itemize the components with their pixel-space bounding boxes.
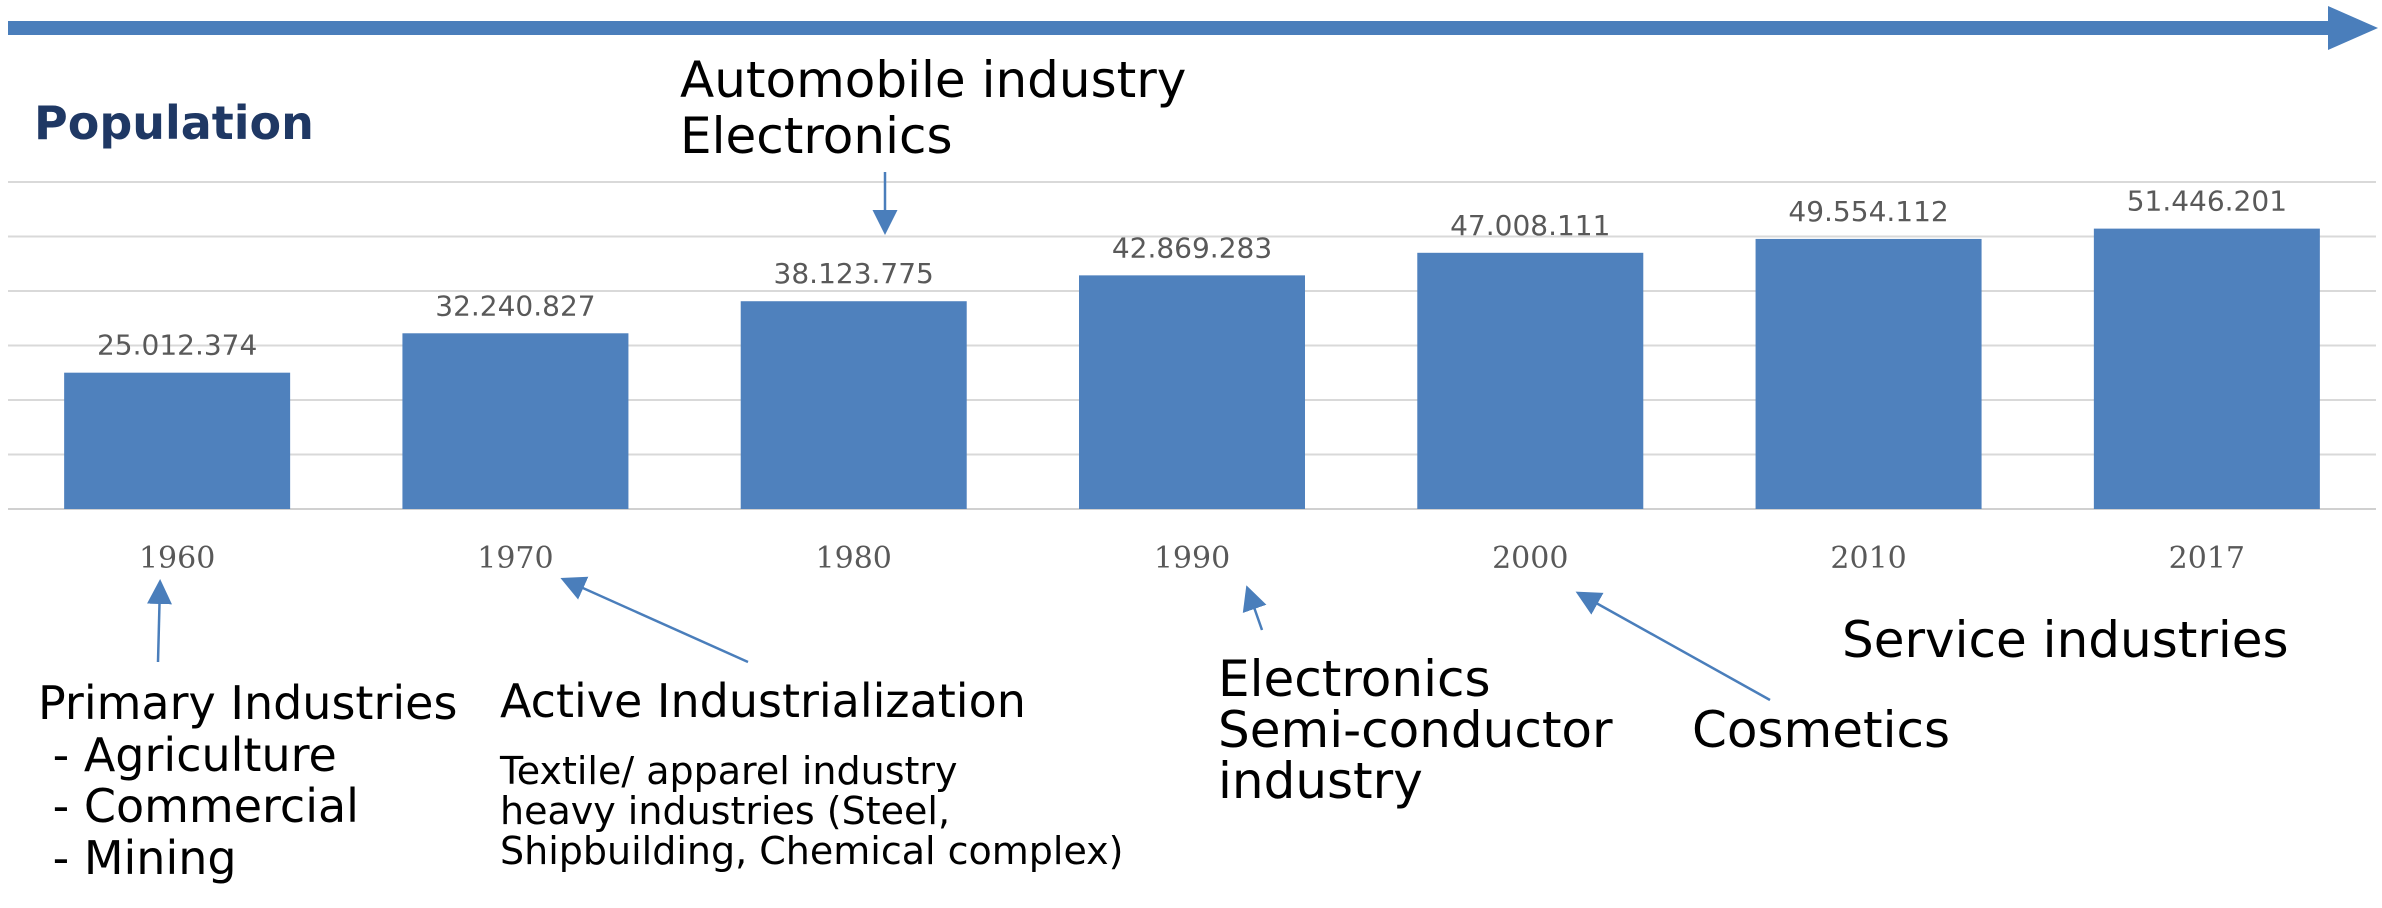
electronics-line-3: industry <box>1218 752 1423 810</box>
data-label-1960: 25.012.374 <box>97 329 257 362</box>
automobile-line-1: Automobile industry <box>680 51 1187 109</box>
active-detail-2: heavy industries (Steel, <box>500 788 951 833</box>
x-tick-2010: 2010 <box>1830 541 1906 576</box>
x-tick-1970: 1970 <box>477 541 553 576</box>
active-detail-1: Textile/ apparel industry <box>500 749 958 793</box>
active-pointer-arrow <box>560 576 749 664</box>
electronics-pointer-arrow <box>1242 585 1267 631</box>
primary-item-mining: - Mining <box>38 830 237 885</box>
cosmetics-pointer-arrow <box>1575 591 1771 702</box>
automobile-annotation: Automobile industry Electronics <box>680 52 1186 164</box>
primary-item-agriculture: - Agriculture <box>38 727 337 782</box>
active-industrialization-details: Textile/ apparel industry heavy industri… <box>500 749 1124 873</box>
primary-item-commercial: - Commercial <box>38 779 359 834</box>
automobile-line-2: Electronics <box>680 107 953 165</box>
bar-1980 <box>740 301 967 509</box>
service-industries-annotation: Service industries <box>1842 611 2289 669</box>
chart-title: Population <box>34 96 314 150</box>
data-label-1980: 38.123.775 <box>774 257 934 290</box>
x-tick-1990: 1990 <box>1154 541 1230 576</box>
data-label-1970: 32.240.827 <box>435 289 595 322</box>
primary-heading: Primary Industries <box>38 676 458 730</box>
x-tick-1960: 1960 <box>139 541 215 576</box>
active-heading: Active Industrialization <box>500 674 1026 728</box>
x-tick-2000: 2000 <box>1492 541 1568 576</box>
cosmetics-annotation: Cosmetics <box>1692 701 1951 759</box>
data-label-1990: 42.869.283 <box>1112 231 1272 264</box>
electronics-annotation: Electronics Semi-conductor industry <box>1218 654 1613 807</box>
primary-industries-annotation: Primary Industries - Agriculture - Comme… <box>38 676 458 885</box>
data-label-2000: 47.008.111 <box>1450 209 1610 242</box>
electronics-line-2: Semi-conductor <box>1218 701 1613 759</box>
bars <box>64 228 2320 510</box>
data-label-2010: 49.554.112 <box>1788 195 1948 228</box>
bar-2010 <box>1755 238 1982 509</box>
bar-1960 <box>64 372 291 509</box>
bar-1970 <box>402 333 629 509</box>
x-tick-1980: 1980 <box>816 541 892 576</box>
timeline-arrowhead <box>2328 6 2378 50</box>
data-labels: 25.012.374 32.240.827 38.123.775 42.869.283… <box>97 185 2287 362</box>
bar-2000 <box>1417 252 1644 510</box>
primary-pointer-arrow <box>146 579 172 663</box>
bar-1990 <box>1079 275 1305 509</box>
x-tick-2017: 2017 <box>2169 541 2245 576</box>
active-industrialization-annotation: Active Industrialization <box>500 674 1026 728</box>
data-label-2017: 51.446.201 <box>2127 185 2287 218</box>
bar-2017 <box>2093 228 2320 509</box>
x-tick-labels: 1960 1970 1980 1990 2000 2010 2017 <box>139 541 2245 576</box>
active-detail-3: Shipbuilding, Chemical complex) <box>500 828 1124 873</box>
electronics-line-1: Electronics <box>1218 650 1491 708</box>
